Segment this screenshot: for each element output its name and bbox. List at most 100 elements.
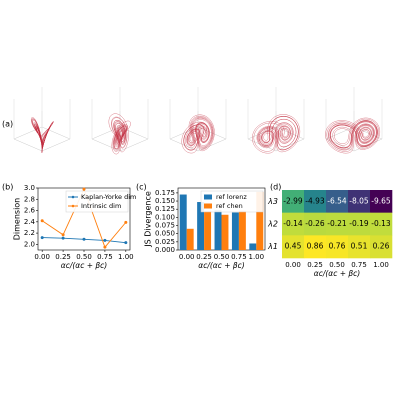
panel-label: (b) — [2, 183, 13, 192]
legend-marker — [71, 195, 75, 199]
x-tick-label: 0.00 — [179, 253, 195, 261]
legend-label: ref lorenz — [216, 193, 247, 201]
point — [103, 238, 107, 242]
bar — [256, 191, 264, 250]
bar — [249, 243, 257, 250]
point — [40, 236, 44, 240]
legend-box — [200, 190, 264, 213]
y-tick-label: 0.075 — [155, 222, 175, 230]
x-axis-label: αc/(αc + βc) — [314, 269, 361, 278]
bar — [179, 194, 187, 250]
heatmap-cell — [282, 190, 305, 213]
x-axis-label: αc/(αc + βc) — [198, 261, 245, 270]
attractor-panel — [325, 87, 383, 154]
y-tick-label: 0.000 — [155, 246, 175, 254]
heatmap-cell — [370, 212, 393, 236]
point — [82, 237, 86, 241]
legend-label: Intrinsic dim — [81, 202, 121, 210]
cell-label: -0.26 — [305, 219, 325, 228]
x-tick-label: 1.00 — [118, 253, 134, 261]
row-label: λ2 — [267, 220, 278, 229]
legend-label: Kaplan-Yorke dim — [81, 193, 136, 201]
bar — [221, 214, 229, 250]
legend-box — [65, 190, 129, 213]
bar — [197, 202, 205, 250]
cell-label: -0.21 — [327, 219, 347, 228]
x-axis-label: αc/(αc + βc) — [61, 261, 108, 270]
y-tick-label: 0.150 — [155, 197, 175, 205]
attractor-panel — [247, 87, 305, 154]
bar — [231, 212, 239, 250]
heatmap-cell — [304, 235, 327, 259]
y-tick-label: 3.0 — [24, 184, 35, 192]
box-edge — [91, 126, 121, 140]
cell-label: -8.05 — [349, 196, 369, 205]
attractor — [108, 113, 131, 155]
x-tick-label: 0.25 — [307, 261, 323, 269]
box-edge — [13, 138, 43, 152]
panel-label: (d) — [270, 183, 281, 192]
heatmap-cell — [304, 190, 327, 213]
x-tick-label: 0.75 — [97, 253, 113, 261]
x-tick-label: 1.00 — [373, 261, 389, 269]
box-edge — [197, 138, 227, 152]
heatmap-cell — [282, 235, 305, 259]
x-tick-label: 0.75 — [231, 253, 247, 261]
box-edge — [41, 138, 71, 152]
x-tick-label: 0.00 — [34, 253, 50, 261]
box-edge — [353, 126, 383, 140]
y-tick-label: 0.050 — [155, 230, 175, 238]
y-tick-label: 0.125 — [155, 205, 175, 213]
cell-label: -9.65 — [371, 196, 391, 205]
box-edge — [169, 138, 199, 152]
cell-label: -4.93 — [305, 196, 325, 205]
x-tick-label: 0.25 — [196, 253, 212, 261]
y-tick-label: 0.025 — [155, 238, 175, 246]
heatmap-cell — [370, 190, 393, 213]
y-tick-label: 2.8 — [24, 195, 35, 203]
y-tick-label: 2.6 — [24, 207, 36, 215]
point — [124, 220, 128, 224]
legend-label: ref chen — [216, 202, 243, 210]
heatmap-cell — [370, 235, 393, 259]
legend-marker — [71, 204, 75, 208]
bar — [186, 228, 194, 250]
cell-label: -0.14 — [283, 219, 303, 228]
attractor-panel — [91, 87, 149, 155]
y-tick-label: 2.4 — [24, 218, 36, 226]
heatmap-cell — [326, 235, 349, 259]
cell-label: -0.13 — [371, 219, 391, 228]
x-tick-label: 0.00 — [285, 261, 301, 269]
point — [82, 187, 86, 191]
heatmap-cell — [348, 190, 371, 213]
row-label: λ1 — [267, 242, 278, 251]
heatmap-cell — [282, 212, 305, 236]
panel-label: (a) — [2, 120, 13, 129]
y-tick-label: 0.100 — [155, 213, 175, 221]
cell-label: 0.76 — [329, 242, 346, 251]
attractor — [325, 117, 380, 154]
heatmap-cell — [304, 212, 327, 236]
cell-label: 0.26 — [373, 242, 390, 251]
box-edge — [41, 126, 71, 140]
attractor — [181, 114, 215, 154]
x-tick-label: 0.50 — [329, 261, 345, 269]
box-edge — [13, 126, 43, 140]
x-tick-label: 0.50 — [214, 253, 230, 261]
cell-label: -2.99 — [283, 196, 303, 205]
attractor-panel — [13, 87, 71, 153]
cell-label: -6.54 — [327, 196, 347, 205]
cell-label: -0.19 — [349, 219, 369, 228]
row-label: λ3 — [267, 197, 278, 206]
x-tick-label: 1.00 — [249, 253, 265, 261]
point — [61, 236, 65, 240]
y-tick-label: 2.2 — [24, 229, 35, 237]
legend-swatch — [204, 194, 212, 200]
x-tick-label: 0.50 — [76, 253, 92, 261]
attractor — [31, 117, 54, 153]
legend-swatch — [204, 203, 212, 209]
bar — [204, 210, 212, 250]
x-tick-label: 0.25 — [55, 253, 71, 261]
heatmap-cell — [326, 212, 349, 236]
